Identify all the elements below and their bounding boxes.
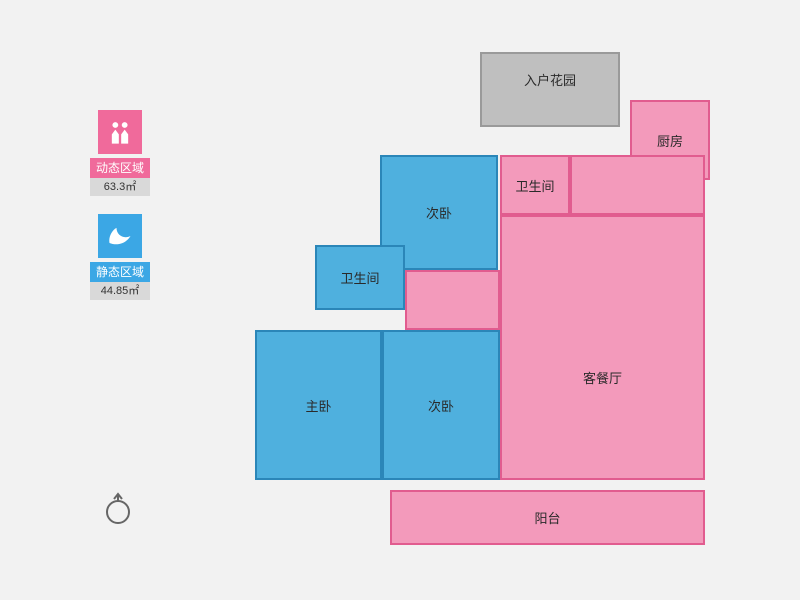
legend-static-label: 静态区域 [90,262,150,282]
legend-dynamic: 动态区域 63.3㎡ [90,110,150,196]
room-label-wc1: 卫生间 [515,176,554,195]
legend-static: 静态区域 44.85㎡ [90,214,150,300]
room-master: 主卧 [255,330,382,480]
room-passage [405,270,500,330]
room-label-bed2a: 次卧 [426,203,452,222]
sleep-icon [98,214,142,258]
room-label-kitchen: 厨房 [657,131,683,150]
room-label-living: 客餐厅 [583,368,622,387]
legend-dynamic-value: 63.3㎡ [90,178,150,196]
room-label-balcony: 阳台 [534,508,560,527]
room-garden: 入户花园 [480,52,620,127]
room-label-wc2: 卫生间 [340,268,379,287]
room-bed2b: 次卧 [382,330,500,480]
room-living_top [570,155,705,215]
compass-icon [100,490,136,526]
room-label-bed2b: 次卧 [428,396,454,415]
room-living: 客餐厅 [500,215,705,480]
room-label-garden: 入户花园 [524,70,576,89]
legend-static-value: 44.85㎡ [90,282,150,300]
room-label-master: 主卧 [305,396,331,415]
people-icon [98,110,142,154]
room-balcony: 阳台 [390,490,705,545]
room-wc1: 卫生间 [500,155,570,215]
legend-dynamic-label: 动态区域 [90,158,150,178]
room-wc2: 卫生间 [315,245,405,310]
